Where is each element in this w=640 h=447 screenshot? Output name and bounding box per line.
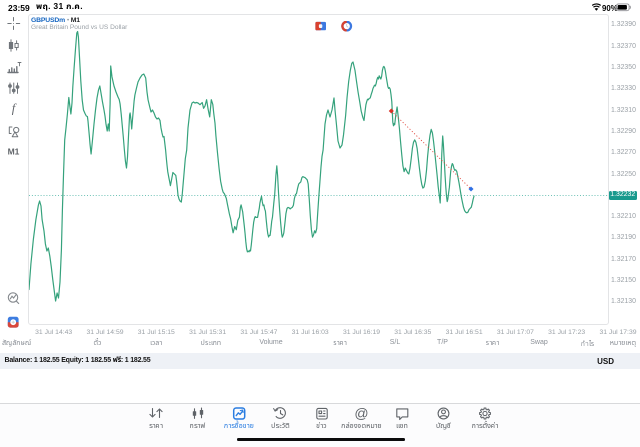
svg-text:M1: M1 xyxy=(8,147,20,157)
svg-text:f: f xyxy=(12,102,17,116)
svg-text:@: @ xyxy=(354,405,368,421)
